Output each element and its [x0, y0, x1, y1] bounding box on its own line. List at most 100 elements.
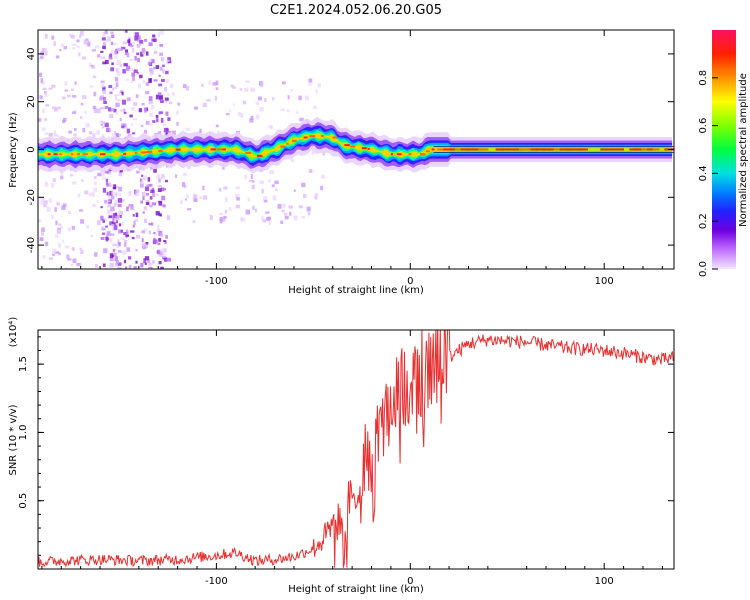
spectrogram-noise-cell	[230, 84, 234, 88]
spectrogram-noise-cell	[225, 197, 228, 203]
spectrogram-noise-cell	[240, 113, 244, 118]
spectrogram-noise-cell	[164, 86, 168, 92]
spectrogram-ridge-core	[175, 148, 181, 151]
spectrogram-noise-cell	[239, 88, 243, 91]
spectrogram-noise-cell	[185, 127, 190, 131]
spectrogram-noise-cell	[118, 171, 122, 177]
spectrogram-noise-cell	[76, 262, 81, 267]
spectrogram-noise-cell	[158, 177, 161, 183]
bottom-y-axis: 0.5 1.0 1.5	[18, 336, 674, 556]
spectrogram-noise-cell	[301, 182, 306, 188]
spectrogram-noise-cell	[145, 192, 149, 196]
spectrogram-noise-cell	[68, 130, 72, 134]
bottom-y-scale-label: (x10⁴)	[8, 317, 19, 348]
spectrogram-noise-cell	[168, 101, 173, 105]
spectrogram-noise-cell	[313, 105, 317, 109]
top-y-tick-label-3: 20	[26, 95, 37, 108]
spectrogram-noise-cell	[145, 91, 150, 95]
spectrogram-noise-cell	[236, 197, 240, 201]
spectrogram-noise-cell	[70, 34, 75, 39]
spectrogram-noise-cell	[101, 126, 105, 129]
spectrogram-noise-cell	[105, 39, 109, 43]
spectrogram-noise-cell	[135, 189, 140, 194]
spectrogram-noise-cell	[104, 30, 108, 35]
spectrogram-noise-cell	[158, 261, 162, 265]
spectrogram-noise-cell	[193, 198, 198, 203]
spectrogram-noise-cell	[165, 79, 170, 83]
spectrogram-noise-cell	[121, 125, 125, 129]
spectrogram-noise-cell	[293, 189, 296, 192]
spectrogram-noise-cell	[40, 197, 45, 201]
spectrogram-noise-cell	[137, 39, 142, 42]
spectrogram-noise-cell	[62, 203, 67, 207]
spectrogram-noise-cell	[116, 98, 121, 102]
spectrogram-noise-cell	[215, 80, 219, 86]
spectrogram-noise-cell	[80, 102, 84, 106]
spectrogram-noise-cell	[111, 34, 115, 39]
spectrogram-noise-cell	[152, 120, 156, 123]
spectrogram-noise-cell	[115, 82, 119, 88]
spectrogram-noise-cell	[159, 99, 164, 103]
spectrogram-noise-cell	[109, 253, 114, 259]
spectrogram-noise-cell	[84, 111, 87, 114]
spectrogram-noise-cell	[162, 68, 165, 74]
spectrogram-noise-cell	[103, 101, 108, 104]
bottom-x-tick-label-0: -100	[205, 576, 228, 587]
spectrogram-noise-cell	[109, 184, 113, 187]
spectrogram-noise-cell	[110, 195, 115, 200]
spectrogram-noise-cell	[105, 236, 108, 242]
spectrogram-noise-cell	[160, 117, 164, 123]
spectrogram-noise-cell	[121, 167, 126, 172]
spectrogram-noise-cell	[144, 262, 147, 265]
top-y-tick-label-1: -20	[26, 189, 37, 205]
spectrogram-noise-cell	[108, 54, 113, 60]
spectrogram-noise-cell	[111, 223, 115, 227]
spectrogram-noise-cell	[116, 62, 121, 66]
spectrogram-noise-cell	[116, 47, 120, 52]
spectrogram-noise-cell	[132, 213, 135, 217]
spectrogram-noise-cell	[112, 243, 117, 247]
spectrogram-noise-cell	[320, 185, 323, 191]
bottom-y-axis-label: SNR (10 * v/v)	[8, 404, 19, 475]
spectrogram-noise-cell	[64, 89, 68, 92]
spectrogram-noise-cell	[80, 250, 84, 254]
spectrogram-noise-cell	[144, 186, 150, 192]
spectrogram-ridge-core	[367, 147, 370, 150]
spectrogram-noise-cell	[125, 78, 130, 81]
spectrogram-noise-cell	[49, 257, 54, 260]
spectrogram-noise-cell	[274, 180, 279, 185]
spectrogram-noise-cell	[117, 241, 121, 247]
spectrogram-noise-cell	[162, 253, 167, 258]
spectrogram-noise-cell	[123, 63, 128, 67]
spectrogram-noise-cell	[301, 215, 306, 219]
spectrogram-noise-cell	[135, 193, 140, 197]
spectrogram-noise-cell	[131, 204, 134, 210]
spectrogram-noise-cell	[139, 74, 143, 79]
spectrogram-noise-cell	[102, 86, 106, 92]
spectrogram-noise-cell	[102, 218, 105, 223]
spectrogram-ridge-core	[542, 148, 550, 151]
spectrogram-noise-cell	[172, 91, 175, 96]
spectrogram-noise-cell	[126, 206, 129, 212]
spectrogram-noise-cell	[293, 215, 298, 221]
spectrogram-noise-cell	[62, 96, 66, 100]
spectrogram-noise-cell	[223, 215, 227, 219]
spectrogram-noise-cell	[126, 97, 131, 102]
spectrogram-noise-cell	[320, 174, 326, 179]
spectrogram-noise-cell	[148, 122, 153, 126]
spectrogram-noise-cell	[158, 237, 162, 242]
spectrogram-noise-cell	[81, 179, 84, 182]
spectrogram-noise-cell	[135, 212, 139, 218]
spectrogram-noise-cell	[114, 257, 118, 262]
colorbar-tick-label-1: 0.2	[698, 213, 709, 229]
spectrogram-noise-cell	[153, 168, 157, 173]
spectrogram-noise-cell	[41, 227, 45, 233]
spectrogram-ridge-core	[47, 153, 51, 156]
spectrogram-noise-cell	[114, 50, 118, 55]
spectrogram-noise-cell	[102, 263, 106, 267]
spectrogram-noise-cell	[156, 118, 159, 123]
spectrogram-noise-cell	[52, 253, 55, 256]
spectrogram-noise-cell	[153, 79, 158, 82]
spectrogram-noise-cell	[141, 49, 146, 55]
spectrogram-noise-cell	[149, 67, 153, 73]
